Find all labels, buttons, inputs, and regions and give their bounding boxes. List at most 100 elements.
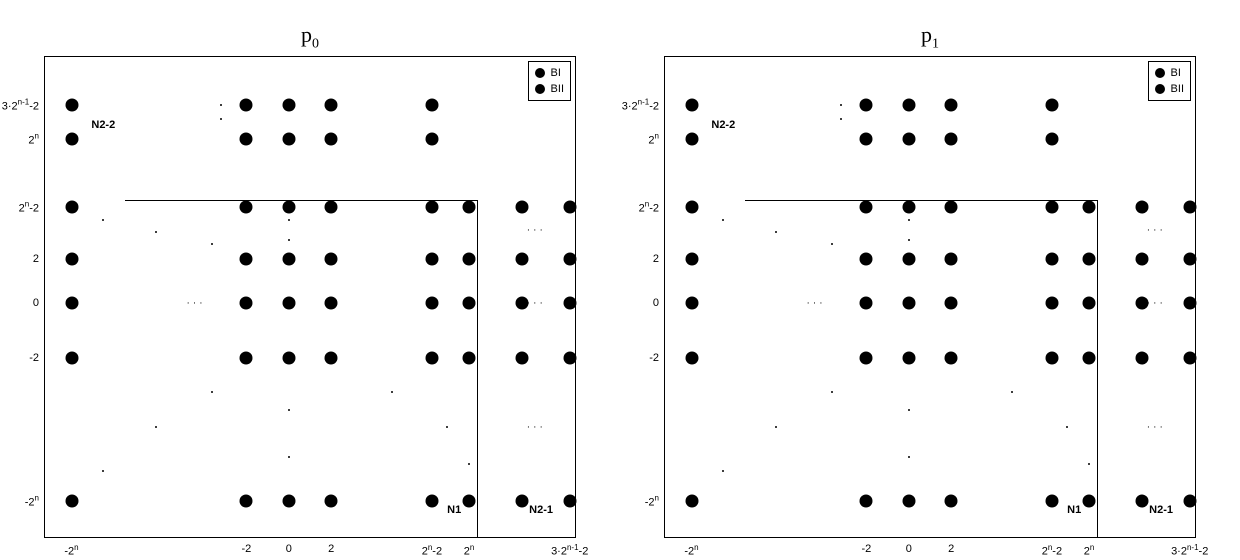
axis-annotation: N1 (447, 504, 461, 516)
constellation-point (325, 99, 338, 112)
legend-entry: BI (535, 65, 564, 81)
continuation-dot (908, 456, 910, 458)
continuation-dot (288, 239, 290, 241)
constellation-point (325, 132, 338, 145)
y-tick-label: -2 (649, 352, 659, 364)
axis-annotation: N1 (1067, 504, 1081, 516)
constellation-point (1136, 252, 1149, 265)
constellation-point (282, 296, 295, 309)
y-tick-label: 3·2n-1-2 (2, 98, 39, 113)
y-tick-label: 2n-2 (19, 200, 39, 215)
constellation-point (240, 99, 253, 112)
legend-entry: BII (1155, 81, 1184, 97)
legend-marker-icon (1155, 68, 1165, 78)
constellation-point (860, 351, 873, 364)
constellation-point (945, 296, 958, 309)
constellation-point (563, 351, 576, 364)
continuation-dot (840, 118, 842, 120)
constellation-point (1045, 252, 1058, 265)
continuation-dot (288, 409, 290, 411)
continuation-dot (840, 104, 842, 106)
constellation-point (282, 200, 295, 213)
ellipsis: ··· (1147, 224, 1166, 235)
constellation-point (325, 296, 338, 309)
legend-marker-icon (535, 68, 545, 78)
constellation-point (902, 495, 915, 508)
x-tick-label: -2n (684, 543, 698, 558)
constellation-point (945, 99, 958, 112)
constellation-point (902, 296, 915, 309)
constellation-point (65, 132, 78, 145)
constellation-point (860, 132, 873, 145)
constellation-point (282, 132, 295, 145)
constellation-point (902, 200, 915, 213)
constellation-point (463, 252, 476, 265)
continuation-dot (831, 243, 833, 245)
legend-entry: BII (535, 81, 564, 97)
panel-title: p0 (44, 22, 576, 52)
constellation-point (425, 132, 438, 145)
y-tick-label: -2 (29, 352, 39, 364)
constellation-point (1045, 351, 1058, 364)
continuation-dot (775, 231, 777, 233)
constellation-point (1136, 351, 1149, 364)
constellation-point (282, 99, 295, 112)
x-tick-label: 0 (906, 543, 912, 555)
constellation-point (1045, 132, 1058, 145)
constellation-point (685, 351, 698, 364)
legend: BIBII (528, 61, 571, 101)
constellation-point (463, 495, 476, 508)
constellation-point (563, 252, 576, 265)
constellation-point (902, 132, 915, 145)
constellation-point (65, 99, 78, 112)
constellation-point (463, 296, 476, 309)
continuation-dot (446, 426, 448, 428)
constellation-point (516, 200, 529, 213)
constellation-point (860, 99, 873, 112)
constellation-point (685, 495, 698, 508)
constellation-point (902, 252, 915, 265)
constellation-point (240, 252, 253, 265)
continuation-dot (722, 470, 724, 472)
continuation-dot (220, 104, 222, 106)
panel-p0: p0············N1N2-1N2-2-2n-2022n-22n3·2… (44, 22, 576, 538)
constellation-point (65, 495, 78, 508)
constellation-point (425, 296, 438, 309)
legend-marker-icon (535, 84, 545, 94)
constellation-point (945, 200, 958, 213)
constellation-point (563, 200, 576, 213)
constellation-point (325, 200, 338, 213)
constellation-point (685, 200, 698, 213)
legend-label: BI (551, 65, 561, 81)
constellation-point (563, 296, 576, 309)
constellation-point (860, 200, 873, 213)
constellation-point (65, 296, 78, 309)
plot-area: ············N1N2-1N2-2-2n-2022n-22n3·2n-… (664, 56, 1196, 538)
constellation-point (685, 252, 698, 265)
y-tick-label: -2n (645, 494, 659, 509)
constellation-point (1045, 99, 1058, 112)
constellation-point (516, 252, 529, 265)
constellation-point (325, 351, 338, 364)
panel-title: p1 (664, 22, 1196, 52)
x-tick-label: -2n (64, 543, 78, 558)
constellation-point (1045, 495, 1058, 508)
inner-boundary (745, 200, 1098, 537)
x-tick-label: 2 (328, 543, 334, 555)
x-tick-label: 2n-2 (1042, 543, 1062, 558)
axis-annotation: N2-2 (711, 119, 735, 131)
figure-container: p0············N1N2-1N2-2-2n-2022n-22n3·2… (0, 0, 1240, 560)
ellipsis: ··· (527, 224, 546, 235)
continuation-dot (908, 239, 910, 241)
x-tick-label: -2 (862, 543, 872, 555)
ellipsis: ··· (807, 297, 826, 308)
constellation-point (425, 200, 438, 213)
axis-annotation: N2-1 (529, 504, 553, 516)
constellation-point (282, 495, 295, 508)
constellation-point (240, 200, 253, 213)
y-tick-label: 2n (648, 131, 659, 146)
continuation-dot (288, 219, 290, 221)
legend-label: BII (1171, 81, 1184, 97)
constellation-point (860, 296, 873, 309)
constellation-point (65, 200, 78, 213)
